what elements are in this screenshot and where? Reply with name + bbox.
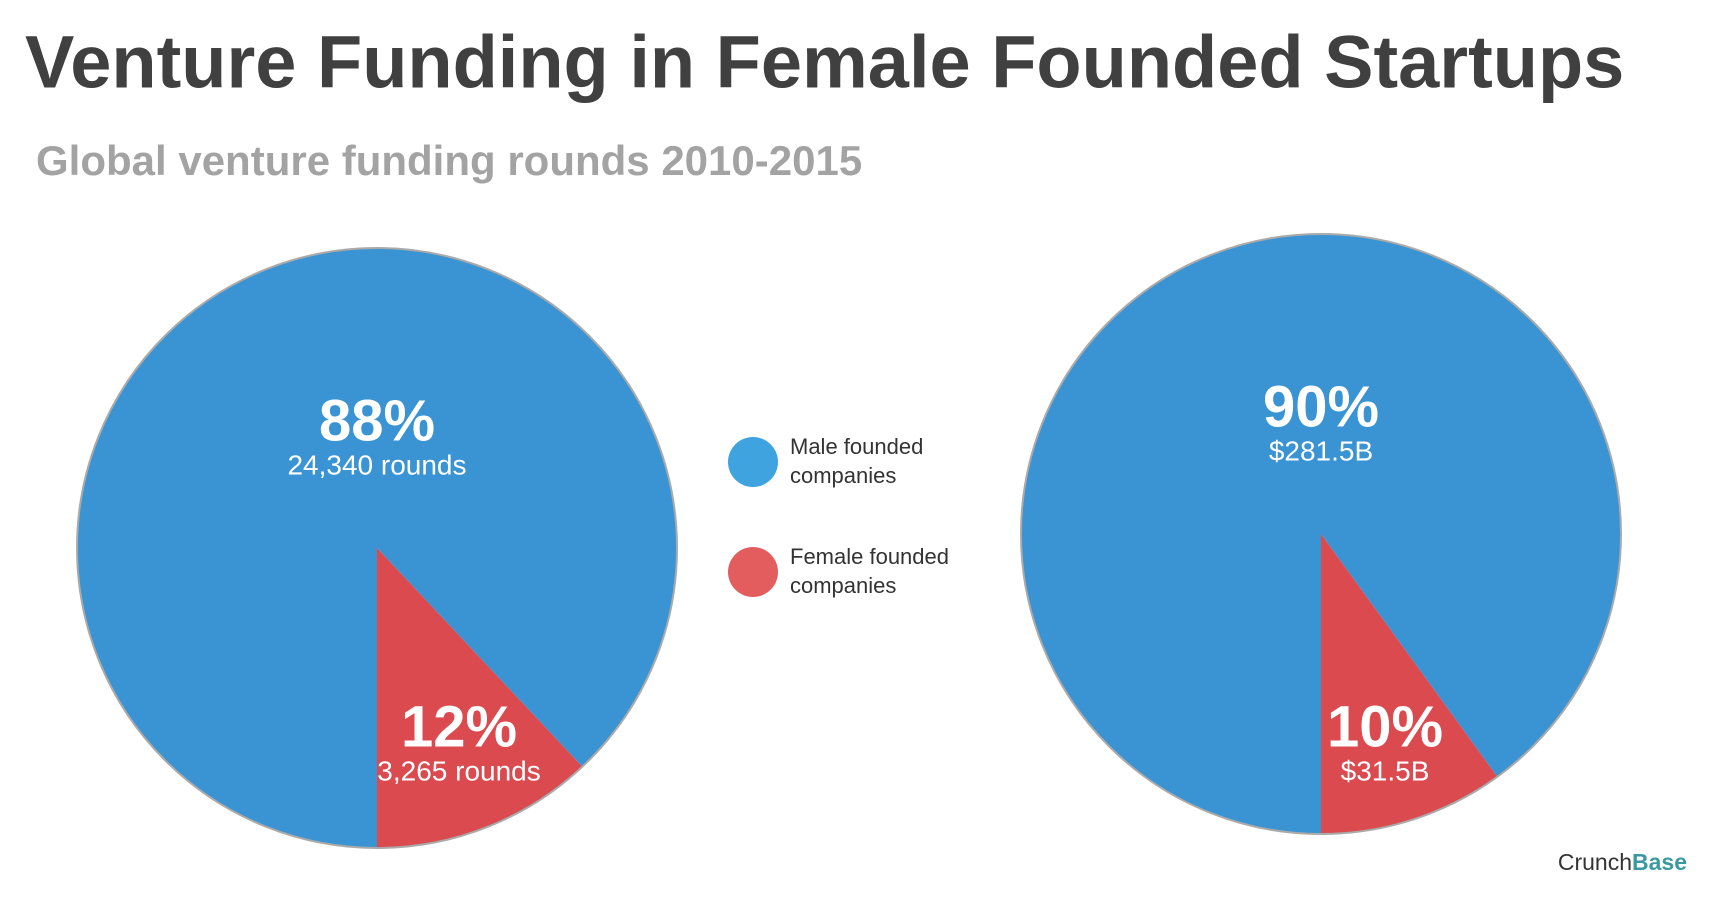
- source-part: Base: [1632, 849, 1687, 875]
- chart-title: Venture Funding in Female Founded Startu…: [25, 21, 1624, 104]
- legend-item: Male founded companies: [790, 434, 924, 488]
- value-annotation: $281.5B: [1269, 435, 1373, 466]
- source: CrunchBase: [1558, 849, 1687, 875]
- legend-swatch: [728, 547, 778, 597]
- pie-outline: [1020, 233, 1622, 835]
- legend-swatch: [728, 437, 778, 487]
- pie-outline: [76, 247, 678, 849]
- legend-item: Female founded companies: [790, 544, 949, 598]
- value-annotation: 24,340 rounds: [287, 449, 466, 480]
- value-annotation: 3,265 rounds: [377, 755, 540, 786]
- chart-subtitle: Global venture funding rounds 2010-2015: [36, 137, 862, 184]
- source-part: Crunch: [1558, 849, 1632, 875]
- value-annotation: $31.5B: [1341, 755, 1430, 786]
- value-label: 90%: [1263, 374, 1379, 439]
- value-label: 88%: [319, 388, 435, 453]
- pie-slice: [377, 548, 583, 848]
- value-label: 12%: [401, 694, 517, 759]
- legend-label: Male founded companies: [790, 434, 924, 488]
- pie-slice: [1321, 534, 1498, 834]
- legend-label: Female founded companies: [790, 544, 949, 598]
- value-label: 10%: [1327, 694, 1443, 759]
- pie-slice: [77, 248, 678, 848]
